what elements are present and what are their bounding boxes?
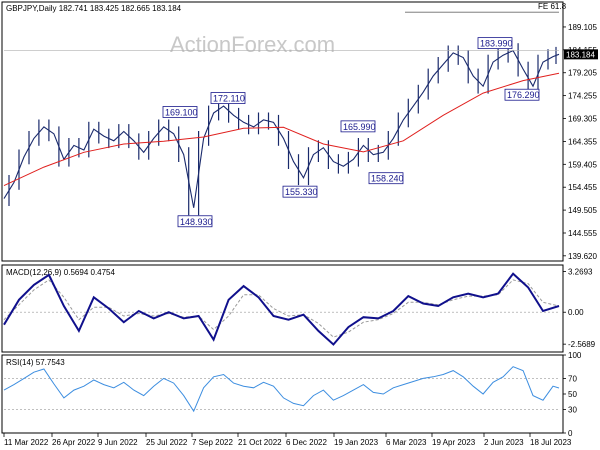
current-price-box xyxy=(564,49,598,60)
data-label-box xyxy=(210,92,246,104)
price-panel-frame xyxy=(1,1,564,262)
macd-panel: MACD(12,26,9) 0.5694 0.4754 3.2693 0.00 -2… xyxy=(1,264,596,353)
price-y-axis: 139.620 144.555 149.505 154.455 159.405 164.3… xyxy=(563,23,598,261)
data-label-box xyxy=(340,120,376,133)
macd-plot xyxy=(3,272,560,346)
moving-average-line xyxy=(3,72,560,187)
price-y-tick-label: 189.105 xyxy=(568,23,597,32)
price-data-label: 148.930 xyxy=(177,215,213,228)
price-plot: FE 61.8 148.930 169.100 172.110 165.990 155.3… xyxy=(3,2,567,228)
price-y-tick-label: 179.205 xyxy=(568,69,597,78)
price-data-label: 183.990 xyxy=(477,37,513,50)
price-y-tick-label: 159.405 xyxy=(568,160,597,169)
price-y-tick-label: 144.555 xyxy=(568,229,597,238)
rsi-panel-title: RSI(14) 57.7543 xyxy=(6,358,65,367)
price-y-tick-label: 164.355 xyxy=(568,137,597,146)
rsi-line xyxy=(3,366,560,413)
x-tick-label: 18 Jul 2023 xyxy=(530,438,572,447)
rsi-y-axis: 100 70 50 30 0 xyxy=(563,351,582,438)
x-tick-label: 6 Mar 2023 xyxy=(386,438,427,447)
macd-panel-frame xyxy=(1,264,564,353)
fe-61-8-label: FE 61.8 xyxy=(538,2,567,11)
price-series-line xyxy=(3,49,560,208)
x-tick-label: 19 Apr 2023 xyxy=(432,438,476,447)
x-tick-label: 9 Jun 2022 xyxy=(98,438,138,447)
x-axis: 11 Mar 2022 26 Apr 2022 9 Jun 2022 25 Jul 2… xyxy=(3,433,572,447)
data-label-text: 148.930 xyxy=(180,217,213,227)
data-label-text: 172.110 xyxy=(213,94,245,104)
data-label-text: 169.100 xyxy=(165,107,198,117)
x-tick-label: 19 Jan 2023 xyxy=(334,438,379,447)
current-price-label: 183.184 xyxy=(566,50,595,59)
price-y-tick-label: 154.455 xyxy=(568,183,597,192)
macd-signal-line xyxy=(3,279,560,338)
price-panel: ActionForex.com GBPJPY,Daily 182.741 183… xyxy=(1,1,598,262)
price-data-label: 169.100 xyxy=(162,106,198,118)
rsi-y-tick-label: 30 xyxy=(568,406,577,415)
x-tick-label: 2 Jun 2023 xyxy=(484,438,524,447)
x-tick-label: 26 Apr 2022 xyxy=(52,438,96,447)
rsi-y-tick-label: 0 xyxy=(568,429,573,438)
rsi-y-tick-label: 100 xyxy=(568,351,582,360)
data-label-text: 165.990 xyxy=(343,122,376,132)
price-y-tick-label: 169.305 xyxy=(568,115,597,124)
x-tick-label: 6 Dec 2022 xyxy=(286,438,327,447)
x-tick-label: 25 Jul 2022 xyxy=(146,438,188,447)
data-label-box xyxy=(477,37,513,50)
data-label-text: 155.330 xyxy=(285,187,318,197)
data-label-box xyxy=(504,88,540,101)
price-data-label: 158.240 xyxy=(368,172,404,185)
macd-y-tick-label: 0.00 xyxy=(568,308,584,317)
rsi-panel: RSI(14) 57.7543 100 70 50 30 0 xyxy=(1,351,582,438)
watermark: ActionForex.com xyxy=(170,32,335,57)
data-label-box xyxy=(162,106,198,118)
price-y-tick-label: 139.620 xyxy=(568,252,597,261)
data-label-text: 158.240 xyxy=(371,174,404,184)
price-y-tick-label: 174.255 xyxy=(568,92,597,101)
price-data-label: 165.990 xyxy=(340,120,376,133)
rsi-y-tick-label: 70 xyxy=(568,374,577,383)
price-data-label: 176.290 xyxy=(504,88,540,101)
rsi-y-tick-label: 50 xyxy=(568,390,577,399)
x-tick-label: 21 Oct 2022 xyxy=(238,438,282,447)
macd-y-tick-label: -2.5689 xyxy=(568,340,596,349)
price-data-label: 172.110 xyxy=(210,92,246,104)
x-tick-label: 11 Mar 2022 xyxy=(4,438,49,447)
rsi-panel-frame xyxy=(1,354,564,434)
data-label-text: 176.290 xyxy=(507,90,540,100)
rsi-plot xyxy=(3,366,560,413)
data-label-box xyxy=(177,215,213,228)
price-y-tick-label: 149.505 xyxy=(568,206,597,215)
macd-y-tick-label: 3.2693 xyxy=(568,268,593,277)
data-label-box xyxy=(282,185,318,198)
price-data-label: 155.330 xyxy=(282,185,318,198)
macd-line xyxy=(3,272,560,346)
data-label-box xyxy=(368,172,404,185)
x-tick-label: 7 Sep 2022 xyxy=(192,438,233,447)
data-label-text: 183.990 xyxy=(480,39,513,49)
price-panel-title: GBPJPY,Daily 182.741 183.425 182.665 183… xyxy=(6,4,182,13)
macd-panel-title: MACD(12,26,9) 0.5694 0.4754 xyxy=(6,268,116,277)
macd-y-axis: 3.2693 0.00 -2.5689 xyxy=(563,268,596,349)
